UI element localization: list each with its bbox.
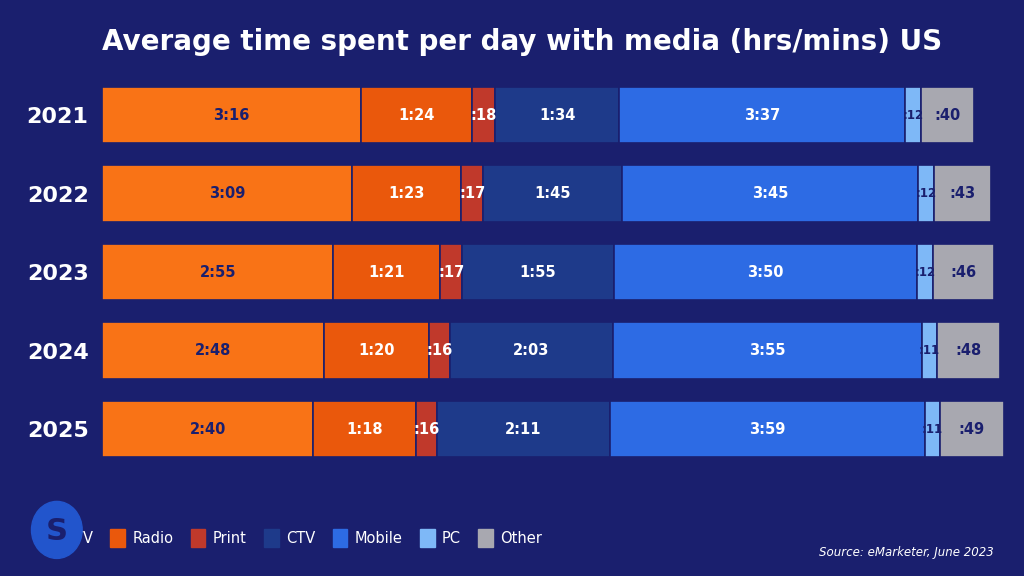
Bar [461,165,483,222]
Bar [483,165,622,222]
Bar [471,87,496,143]
Text: :43: :43 [949,186,976,201]
Bar [416,401,437,457]
Bar [440,244,462,301]
Bar [925,401,940,457]
Text: 2:03: 2:03 [513,343,550,358]
Text: 3:55: 3:55 [750,343,785,358]
Bar [918,244,933,301]
Bar [102,323,324,379]
Text: :17: :17 [438,264,464,280]
Bar [429,323,451,379]
Text: :17: :17 [459,186,485,201]
Bar [614,244,918,301]
Bar [102,165,351,222]
Bar [921,87,974,143]
Bar [102,87,360,143]
Text: 3:59: 3:59 [750,422,785,437]
Text: :12: :12 [902,109,924,122]
Text: :18: :18 [470,108,497,123]
Text: 1:23: 1:23 [388,186,425,201]
Bar [102,244,333,301]
Bar [313,401,416,457]
Bar [905,87,921,143]
Text: :11: :11 [922,423,943,435]
Bar [437,401,610,457]
Text: 1:20: 1:20 [358,343,395,358]
Bar [324,323,429,379]
Text: 2:55: 2:55 [200,264,236,280]
Bar [612,323,923,379]
Bar [462,244,614,301]
Text: 3:37: 3:37 [744,108,780,123]
Text: 1:45: 1:45 [535,186,570,201]
Bar [923,323,937,379]
Bar [620,87,905,143]
Text: :40: :40 [934,108,961,123]
Text: 3:50: 3:50 [748,264,783,280]
Bar [360,87,471,143]
Text: 1:21: 1:21 [369,264,404,280]
Text: 2:48: 2:48 [195,343,231,358]
Bar [451,323,612,379]
Text: :16: :16 [414,422,440,437]
Text: :48: :48 [955,343,982,358]
Text: 1:24: 1:24 [398,108,434,123]
Text: :16: :16 [427,343,453,358]
Bar [333,244,440,301]
Bar [933,244,993,301]
Text: 1:18: 1:18 [346,422,383,437]
Text: 1:55: 1:55 [520,264,556,280]
Bar [351,165,461,222]
Bar [610,401,925,457]
Bar [496,87,620,143]
Text: Average time spent per day with media (hrs/mins) US: Average time spent per day with media (h… [102,28,942,56]
Legend: TV, Radio, Print, CTV, Mobile, PC, Other: TV, Radio, Print, CTV, Mobile, PC, Other [46,522,548,553]
Text: 2:40: 2:40 [189,422,226,437]
Bar [934,165,991,222]
Text: S: S [46,517,68,545]
Bar [919,165,934,222]
Bar [937,323,1000,379]
Text: 2:11: 2:11 [506,422,542,437]
Bar [102,401,313,457]
Text: 1:34: 1:34 [539,108,575,123]
Text: :12: :12 [915,187,937,200]
Text: 3:45: 3:45 [752,186,788,201]
Text: :12: :12 [914,266,936,279]
Text: Source: eMarketer, June 2023: Source: eMarketer, June 2023 [819,546,994,559]
Text: 3:16: 3:16 [213,108,250,123]
Bar [940,401,1005,457]
Text: :49: :49 [958,422,985,437]
Text: 3:09: 3:09 [209,186,245,201]
Circle shape [32,501,82,559]
Bar [622,165,919,222]
Text: :11: :11 [920,344,940,357]
Text: :46: :46 [950,264,976,280]
